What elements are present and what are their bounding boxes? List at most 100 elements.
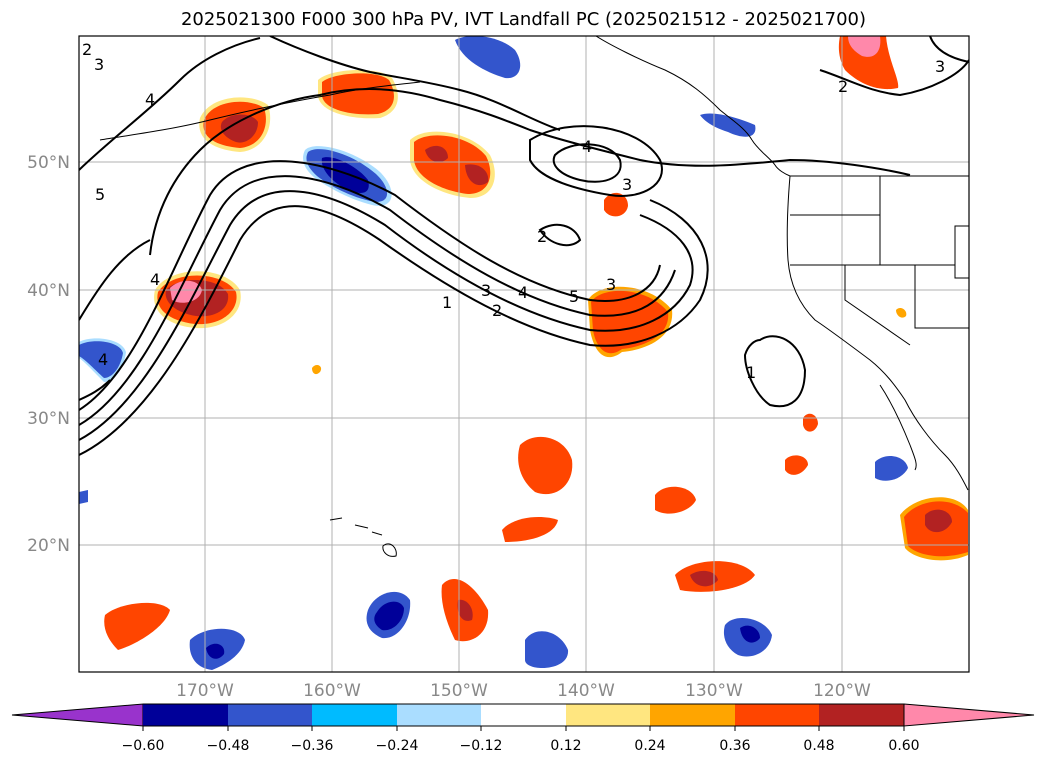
colorbar-label: −0.24 xyxy=(376,738,419,754)
lat-label: 50°N xyxy=(27,153,70,173)
pv-contour xyxy=(79,175,676,426)
lat-label: 20°N xyxy=(27,536,70,556)
positive-anomaly xyxy=(848,36,881,57)
pv-contour xyxy=(79,37,261,171)
negative-anomaly xyxy=(740,625,760,643)
colorbar-segment xyxy=(735,704,819,726)
aleutian-islands xyxy=(99,81,421,141)
longitude-axis: 170°W 160°W 150°W 140°W 130°W 120°W xyxy=(176,681,871,701)
positive-anomaly xyxy=(502,517,558,542)
colorbar-label: −0.48 xyxy=(207,738,250,754)
positive-anomaly xyxy=(925,509,952,533)
lon-label: 130°W xyxy=(685,681,743,701)
baja-california xyxy=(879,384,917,471)
lon-label: 150°W xyxy=(430,681,488,701)
positive-anomaly xyxy=(785,455,808,475)
contour-label: 2 xyxy=(537,227,547,246)
contour-label: 3 xyxy=(622,175,632,194)
coastlines xyxy=(99,36,969,557)
lat-label: 30°N xyxy=(27,409,70,429)
pv-contour xyxy=(149,87,911,256)
contour-label: 4 xyxy=(150,270,160,289)
map-content: 1 2 3 4 5 2 3 4 3 2 4 4 5 3 2 1 4 3 xyxy=(79,36,969,672)
positive-anomaly xyxy=(170,280,202,303)
colorbar-segment xyxy=(819,704,904,726)
pv-contour xyxy=(529,125,663,197)
negative-anomaly xyxy=(455,36,521,79)
colorbar-segment xyxy=(650,704,735,726)
pv-contour xyxy=(819,59,969,97)
colorbar-label: 0.36 xyxy=(719,738,750,754)
hawaii-islands xyxy=(329,517,397,557)
negative-anomaly xyxy=(374,601,404,631)
pv-contour xyxy=(79,379,111,401)
contour-label: 5 xyxy=(95,185,105,204)
colorbar-label: 0.60 xyxy=(888,738,919,754)
lon-label: 160°W xyxy=(303,681,361,701)
positive-anomaly xyxy=(518,436,573,495)
pv-contour xyxy=(79,199,709,456)
colorbar-label: 0.24 xyxy=(634,738,665,754)
us-west-coast xyxy=(786,175,969,491)
contour-label: 3 xyxy=(935,57,945,76)
colorbar-segment xyxy=(397,704,481,726)
state-border xyxy=(790,176,881,216)
colorbar-label: 0.12 xyxy=(550,738,581,754)
lat-label: 40°N xyxy=(27,281,70,301)
negative-anomaly xyxy=(79,490,88,504)
map-title: 2025021300 F000 300 hPa PV, IVT Landfall… xyxy=(180,9,867,30)
colorbar-label: −0.60 xyxy=(122,738,165,754)
colorbar-arrow-left xyxy=(11,703,144,727)
colorbar: −0.60 −0.48 −0.36 −0.24 −0.12 0.12 0.24 … xyxy=(11,703,1035,754)
pv-contour xyxy=(79,160,661,411)
colorbar-arrow-right xyxy=(903,703,1035,727)
state-border xyxy=(954,225,969,279)
pv-contour xyxy=(538,223,582,247)
bc-coast xyxy=(751,139,791,177)
positive-anomaly xyxy=(425,145,448,163)
contour-label: 3 xyxy=(606,275,616,294)
contour-label: 3 xyxy=(94,55,104,74)
pv-contour xyxy=(269,36,561,131)
negative-anomaly xyxy=(321,157,369,193)
colorbar-label: 0.48 xyxy=(803,738,834,754)
positive-anomaly xyxy=(465,164,489,186)
colorbar-segment xyxy=(228,704,312,726)
colorbar-segment xyxy=(566,704,650,726)
contour-labels: 1 2 3 4 5 2 3 4 3 2 4 4 5 3 2 1 4 3 xyxy=(82,40,945,382)
contour-label: 4 xyxy=(518,283,528,302)
colorbar-segment xyxy=(312,704,397,726)
positive-anomaly xyxy=(896,307,907,318)
graticule xyxy=(79,36,969,672)
alaska-coast xyxy=(595,36,753,141)
contour-label: 1 xyxy=(442,293,452,312)
contour-label: 3 xyxy=(481,281,491,300)
contour-label: 1 xyxy=(746,363,756,382)
colorbar-segment xyxy=(481,704,566,726)
negative-anomaly xyxy=(79,341,123,378)
colorbar-label: −0.36 xyxy=(291,738,334,754)
positive-anomaly xyxy=(104,602,170,650)
state-border xyxy=(914,265,969,329)
lon-label: 120°W xyxy=(813,681,871,701)
positive-anomaly xyxy=(604,192,628,217)
pv-contour xyxy=(79,190,694,441)
contour-label: 2 xyxy=(838,77,848,96)
lon-label: 170°W xyxy=(176,681,234,701)
latitude-axis: 50°N 40°N 30°N 20°N xyxy=(27,153,70,556)
positive-anomaly xyxy=(803,413,818,432)
pv-contour xyxy=(929,36,969,63)
contour-label: 4 xyxy=(145,90,155,109)
contour-label: 2 xyxy=(492,301,502,320)
colorbar-outline xyxy=(143,703,904,727)
negative-anomaly xyxy=(875,456,908,481)
pv-contour xyxy=(79,239,151,321)
contour-label: 2 xyxy=(82,40,92,59)
positive-anomaly xyxy=(457,599,473,621)
colorbar-ticks xyxy=(142,726,905,731)
map-frame xyxy=(78,35,970,673)
pv-contours xyxy=(79,36,969,456)
contour-label: 5 xyxy=(569,287,579,306)
positive-anomaly xyxy=(220,114,258,143)
